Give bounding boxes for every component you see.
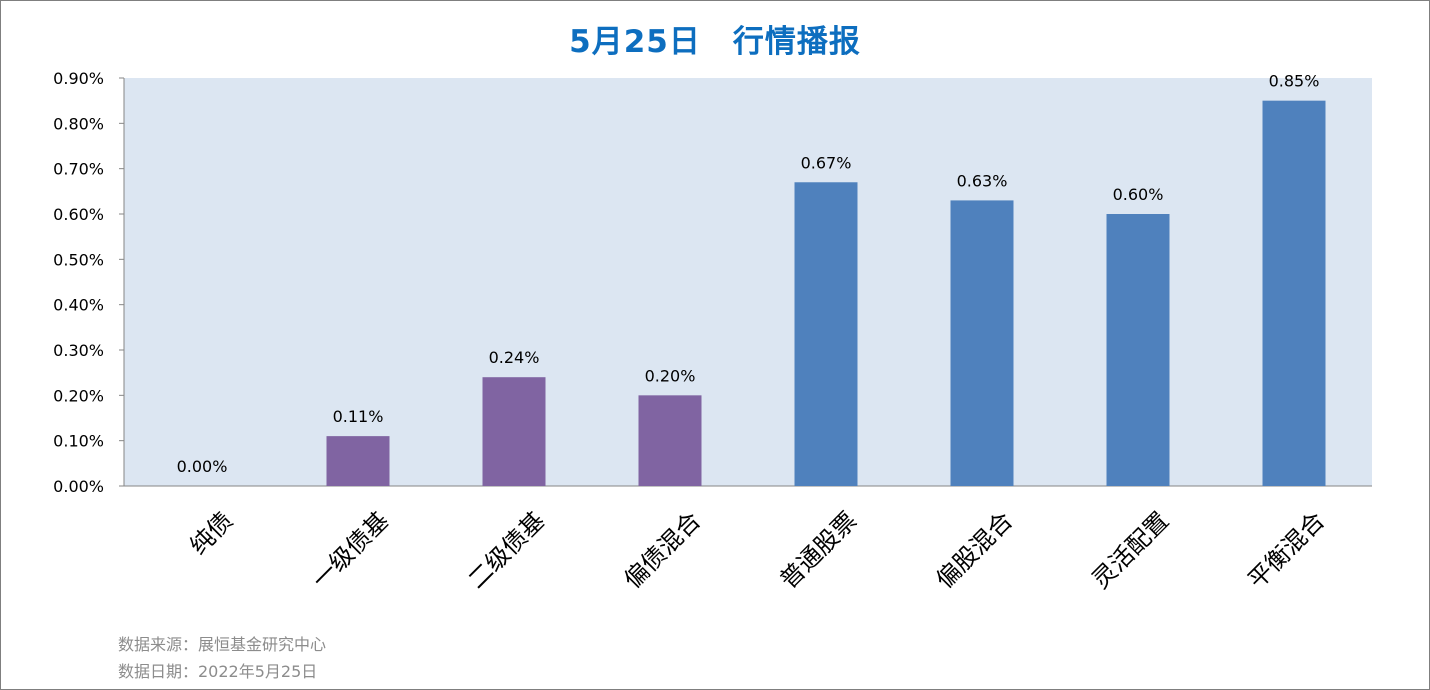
bar (794, 182, 858, 486)
x-axis-labels: 纯债 一级债基 二级债基 偏债混合 普通股票 偏股混合 灵活配置 平衡混合 (185, 506, 1331, 594)
data-label: 0.85% (1269, 72, 1320, 91)
data-label: 0.63% (957, 171, 1008, 190)
y-tick-label: 0.00% (53, 477, 104, 496)
bar (638, 395, 702, 486)
x-category-label: 平衡混合 (1243, 506, 1331, 594)
data-label: 0.00% (177, 457, 228, 476)
data-label: 0.60% (1113, 185, 1164, 204)
y-tick-label: 0.60% (53, 205, 104, 224)
plot-area (124, 78, 1372, 486)
x-category-label: 纯债 (185, 506, 239, 560)
y-tick-label: 0.50% (53, 250, 104, 269)
bar (482, 377, 546, 486)
bar (326, 436, 390, 486)
data-label: 0.20% (645, 366, 696, 385)
x-category-label: 普通股票 (775, 506, 863, 594)
bar (1106, 214, 1170, 486)
data-label: 0.11% (333, 407, 384, 426)
x-category-label: 二级债基 (463, 506, 551, 594)
data-label: 0.67% (801, 153, 852, 172)
y-tick-label: 0.90% (53, 69, 104, 88)
x-category-label: 偏股混合 (931, 506, 1019, 594)
x-category-label: 偏债混合 (619, 506, 707, 594)
y-tick-label: 0.70% (53, 160, 104, 179)
x-category-label: 一级债基 (307, 506, 395, 594)
y-tick-label: 0.80% (53, 114, 104, 133)
y-tick-label: 0.10% (53, 432, 104, 451)
y-tick-label: 0.40% (53, 296, 104, 315)
data-label: 0.24% (489, 348, 540, 367)
x-category-label: 灵活配置 (1087, 506, 1175, 594)
value-labels: 0.00% 0.11% 0.24% 0.20% 0.67% 0.63% 0.60% 0.85% (177, 72, 1320, 476)
y-tick-label: 0.30% (53, 341, 104, 360)
bar (1262, 100, 1326, 487)
bar (950, 200, 1014, 486)
chart-title: 5月25日 行情播报 (569, 24, 861, 60)
y-tick-label: 0.20% (53, 386, 104, 405)
bars (326, 100, 1326, 487)
data-source-note: 数据来源：展恒基金研究中心 (118, 635, 327, 654)
data-date-note: 数据日期：2022年5月25日 (118, 662, 318, 681)
